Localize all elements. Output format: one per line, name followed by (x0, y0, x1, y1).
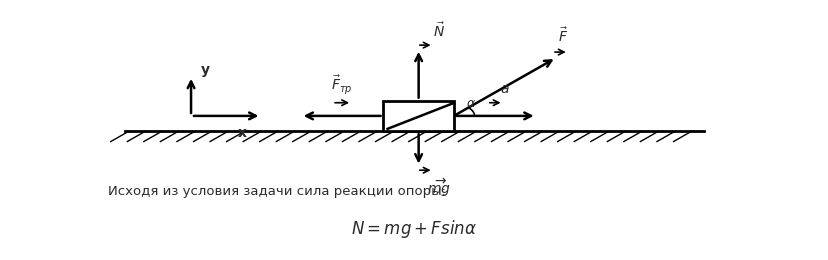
Text: $\alpha$: $\alpha$ (465, 97, 476, 110)
Bar (383, 101, 453, 131)
Text: $\overrightarrow{mg}$: $\overrightarrow{mg}$ (427, 176, 450, 199)
Text: x: x (238, 126, 247, 140)
Text: $N = mg + Fsin\alpha$: $N = mg + Fsin\alpha$ (351, 218, 477, 240)
Text: y: y (200, 63, 209, 77)
Text: Исходя из условия задачи сила реакции опоры:: Исходя из условия задачи сила реакции оп… (108, 185, 445, 198)
Text: $\vec{F}_{тр}$: $\vec{F}_{тр}$ (331, 73, 353, 96)
Text: $\vec{F}$: $\vec{F}$ (557, 27, 567, 46)
Text: $\vec{N}$: $\vec{N}$ (433, 22, 445, 40)
Text: $a$: $a$ (500, 82, 509, 96)
